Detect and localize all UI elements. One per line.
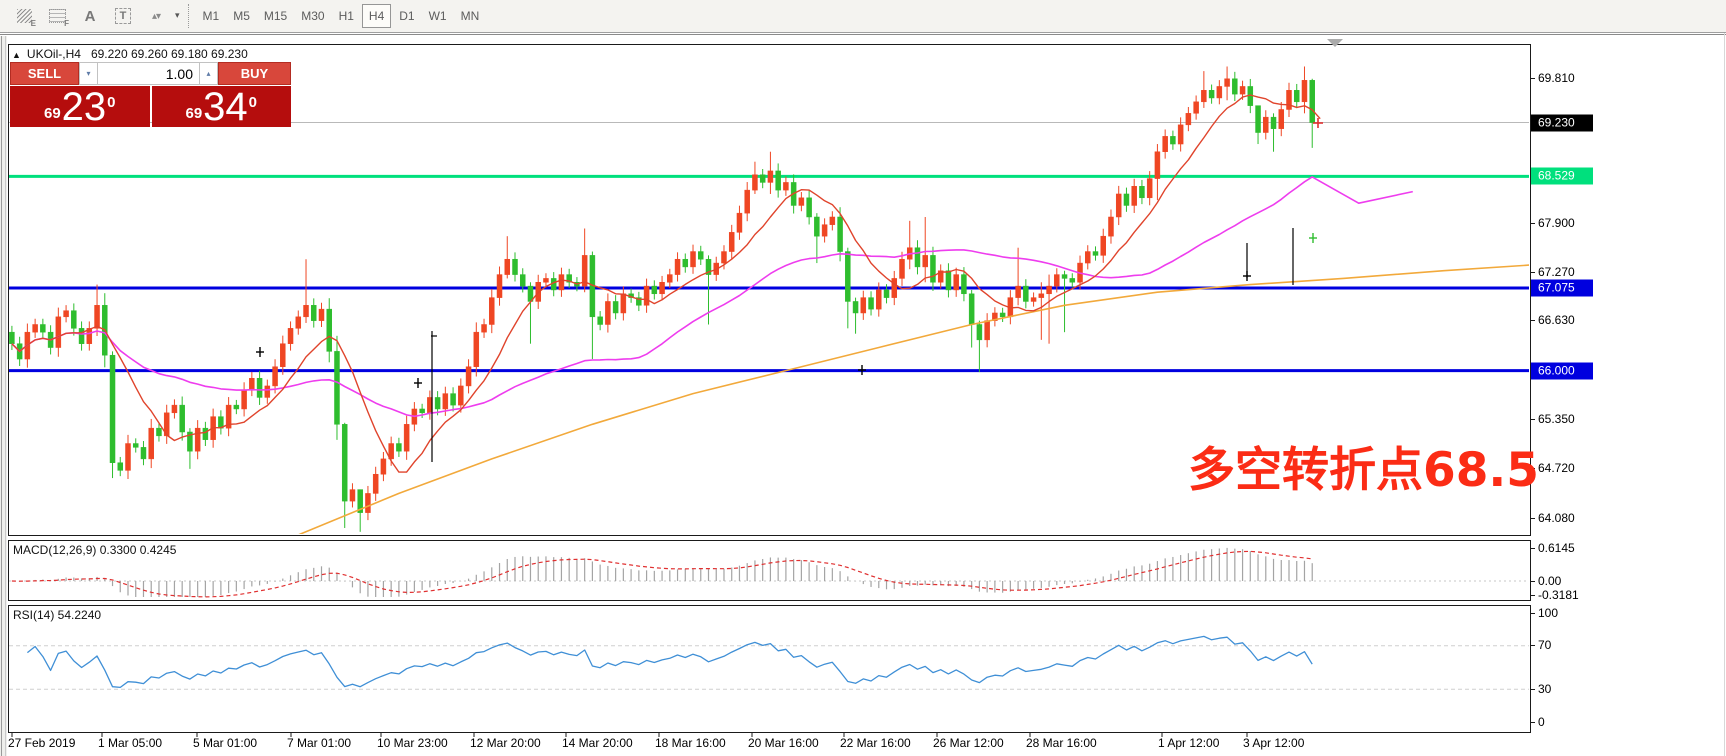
one-click-trade-panel: SELL ▾ 1.00 ▴ BUY 69 23 0 69 34 0: [10, 62, 291, 127]
buy-button[interactable]: BUY: [218, 62, 291, 85]
price-badge: 67.075: [1531, 279, 1593, 297]
timeframe-button-M15[interactable]: M15: [263, 9, 288, 23]
buy-price-main: 34: [203, 85, 248, 129]
grid-tool-button[interactable]: F: [43, 4, 71, 28]
date-tick-label: 1 Mar 05:00: [98, 736, 163, 750]
volume-increase-button[interactable]: ▴: [199, 62, 218, 85]
date-tick-label: 14 Mar 20:00: [562, 736, 633, 750]
timeframe-button-H1[interactable]: H1: [338, 9, 354, 23]
date-tick-label: 28 Mar 16:00: [1026, 736, 1097, 750]
sell-button[interactable]: SELL: [10, 62, 79, 85]
chart-annotation-text: 多空转折点68.5: [1188, 443, 1539, 498]
timeframe-button-H4[interactable]: H4: [361, 4, 392, 28]
indicators-icon: [16, 9, 32, 23]
grid-icon-letter: F: [64, 19, 69, 28]
buy-price-prefix: 69: [185, 105, 203, 122]
rsi-axis-label: 30: [1538, 682, 1552, 696]
date-tick-label: 5 Mar 01:00: [193, 736, 258, 750]
date-tick-label: 12 Mar 20:00: [470, 736, 541, 750]
rsi-axis-label: 70: [1538, 638, 1552, 652]
timeframe-button-M5[interactable]: M5: [233, 9, 250, 23]
collapse-arrow-icon[interactable]: ▲: [12, 50, 21, 60]
price-badge: 68.529: [1531, 167, 1593, 185]
rsi-axis-label: 0: [1538, 715, 1545, 729]
price-badge: 66.000: [1531, 362, 1593, 380]
price-tick-label: 67.900: [1538, 216, 1575, 230]
sell-price-sup: 0: [107, 94, 116, 111]
grid-icon: [48, 9, 66, 23]
sell-price-display[interactable]: 69 23 0: [10, 86, 150, 127]
price-badge: 69.230: [1531, 114, 1593, 132]
volume-decrease-button[interactable]: ▾: [79, 62, 98, 85]
toolbar: E F A T ▴▾ ▾ M1 M5 M15 M30 H1 H4 D1 W1 MN: [0, 0, 1726, 33]
text-label-icon: A: [84, 7, 96, 25]
volume-input[interactable]: 1.00: [98, 62, 199, 85]
price-tick-label: 66.630: [1538, 313, 1575, 327]
timeframe-button-D1[interactable]: D1: [399, 9, 415, 23]
price-tick-label: 67.270: [1538, 265, 1575, 279]
indicators-icon-letter: E: [30, 19, 36, 28]
macd-axis-label: -0.3181: [1538, 588, 1579, 602]
toolbar-separator: [187, 4, 189, 28]
sell-price-main: 23: [61, 85, 107, 129]
price-tick-label: 64.720: [1538, 461, 1575, 475]
rsi-axis-label: 100: [1538, 606, 1559, 620]
symbol-header: ▲ UKOil-,H4 69.220 69.260 69.180 69.230: [12, 47, 248, 61]
text-label-tool-button[interactable]: A: [76, 4, 104, 28]
date-tick-label: 1 Apr 12:00: [1158, 736, 1220, 750]
sell-price-prefix: 69: [43, 105, 61, 122]
date-tick-label: 10 Mar 23:00: [377, 736, 448, 750]
timeframe-button-W1[interactable]: W1: [428, 9, 447, 23]
buy-price-display[interactable]: 69 34 0: [151, 85, 291, 129]
text-box-tool-button[interactable]: T: [109, 4, 137, 28]
dropdown-caret-icon[interactable]: ▾: [175, 11, 180, 21]
macd-indicator-label: MACD(12,26,9) 0.3300 0.4245: [13, 543, 177, 557]
text-box-icon: T: [114, 8, 132, 24]
price-tick-label: 65.350: [1538, 412, 1575, 426]
date-tick-label: 27 Feb 2019: [8, 736, 76, 750]
date-tick-label: 3 Apr 12:00: [1243, 736, 1305, 750]
macd-axis-label: 0.00: [1538, 574, 1562, 588]
timeframe-button-MN[interactable]: MN: [460, 9, 480, 23]
date-tick-label: 22 Mar 16:00: [840, 736, 911, 750]
symbol-name: UKOil-,H4: [26, 47, 81, 61]
timeframe-toolbar: M1 M5 M15 M30 H1 H4 D1 W1 MN: [197, 4, 488, 28]
arrows-icon: ▴▾: [151, 10, 161, 22]
macd-axis-label: 0.6145: [1538, 541, 1575, 555]
date-tick-label: 26 Mar 12:00: [933, 736, 1004, 750]
price-tick-label: 64.080: [1538, 511, 1575, 525]
ohlc-values: 69.220 69.260 69.180 69.230: [90, 47, 248, 61]
buy-price-sup: 0: [248, 94, 258, 111]
date-tick-label: 18 Mar 16:00: [655, 736, 726, 750]
rsi-indicator-label: RSI(14) 54.2240: [13, 608, 102, 622]
arrows-objects-button[interactable]: ▴▾: [142, 4, 170, 28]
timeframe-button-M1[interactable]: M1: [202, 9, 220, 23]
price-tick-label: 69.810: [1538, 71, 1575, 85]
timeframe-button-M30[interactable]: M30: [301, 9, 325, 23]
date-tick-label: 20 Mar 16:00: [748, 736, 819, 750]
date-tick-label: 7 Mar 01:00: [287, 736, 352, 750]
indicators-tool-button[interactable]: E: [10, 4, 38, 28]
